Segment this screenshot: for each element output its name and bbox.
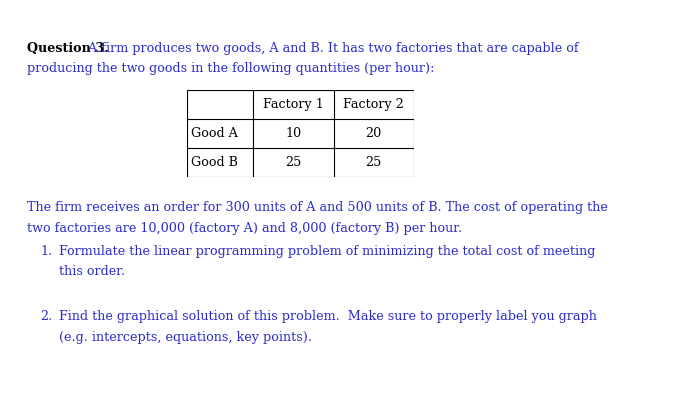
Text: Find the graphical solution of this problem.  Make sure to properly label you gr: Find the graphical solution of this prob… xyxy=(59,310,597,324)
Text: A firm produces two goods, A and B. It has two factories that are capable of: A firm produces two goods, A and B. It h… xyxy=(84,42,579,55)
Text: Factory 2: Factory 2 xyxy=(343,98,404,111)
Text: 25: 25 xyxy=(366,156,382,169)
Text: two factories are 10,000 (factory A) and 8,000 (factory B) per hour.: two factories are 10,000 (factory A) and… xyxy=(27,222,461,235)
Text: Good A: Good A xyxy=(191,127,237,140)
Text: Good B: Good B xyxy=(191,156,237,169)
Text: The firm receives an order for 300 units of A and 500 units of B. The cost of op: The firm receives an order for 300 units… xyxy=(27,201,607,214)
Text: 25: 25 xyxy=(285,156,302,169)
Text: Question 3.: Question 3. xyxy=(27,42,108,55)
Text: 2.: 2. xyxy=(40,310,53,324)
Text: (e.g. intercepts, equations, key points).: (e.g. intercepts, equations, key points)… xyxy=(59,331,312,344)
Text: Formulate the linear programming problem of minimizing the total cost of meeting: Formulate the linear programming problem… xyxy=(59,245,595,258)
Text: 10: 10 xyxy=(285,127,302,140)
Text: 1.: 1. xyxy=(40,245,52,258)
Text: 20: 20 xyxy=(366,127,382,140)
Text: producing the two goods in the following quantities (per hour):: producing the two goods in the following… xyxy=(27,62,434,76)
Text: this order.: this order. xyxy=(59,265,126,279)
Text: Factory 1: Factory 1 xyxy=(263,98,324,111)
